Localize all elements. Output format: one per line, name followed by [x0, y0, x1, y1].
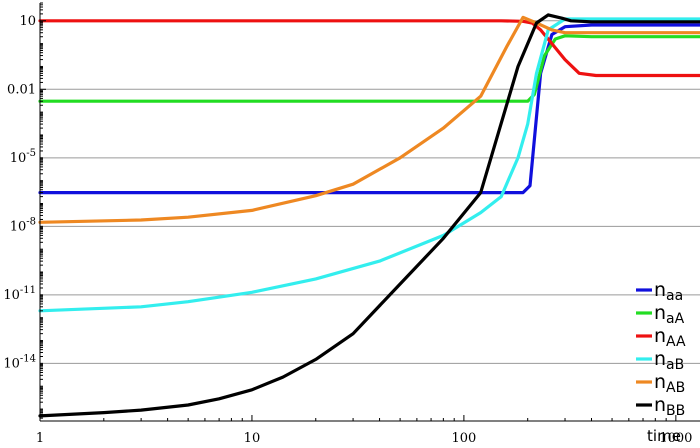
- series-line-AB: [38, 15, 700, 224]
- legend-label-AB: nAB: [654, 371, 685, 396]
- y-tick-label: 10: [19, 14, 36, 29]
- series-line-aA: [38, 34, 700, 103]
- series-line-aa: [38, 23, 700, 195]
- series-line-aB: [38, 17, 700, 313]
- x-tick-label: 10: [244, 431, 261, 446]
- x-tick-labels: 1 10 100 1000: [36, 431, 693, 446]
- legend-label-aA: naA: [654, 302, 685, 327]
- axes: [39, 2, 700, 422]
- x-tick-label: 100: [451, 431, 476, 446]
- series-line-BB: [38, 13, 700, 418]
- y-tick-label: 10-5: [10, 148, 36, 166]
- x-axis-title: time: [647, 427, 681, 445]
- series-line-AA: [38, 19, 700, 78]
- y-tick-label: 10-8: [10, 216, 36, 234]
- x-tick-label: 1: [36, 431, 44, 446]
- series-lines: [38, 13, 700, 418]
- y-tick-label: 10-11: [3, 285, 36, 303]
- legend-label-BB: nBB: [654, 394, 685, 419]
- y-tick-label: 0.01: [7, 82, 36, 97]
- y-tick-labels: 10 0.01 10-5 10-8 10-11 10-14: [3, 14, 36, 372]
- y-tick-label: 10-14: [3, 353, 36, 371]
- legend-label-aa: naa: [654, 279, 683, 304]
- legend-label-AA: nAA: [654, 325, 686, 350]
- x-tick-label: 1000: [659, 431, 692, 446]
- legend-label-aB: naB: [654, 348, 684, 373]
